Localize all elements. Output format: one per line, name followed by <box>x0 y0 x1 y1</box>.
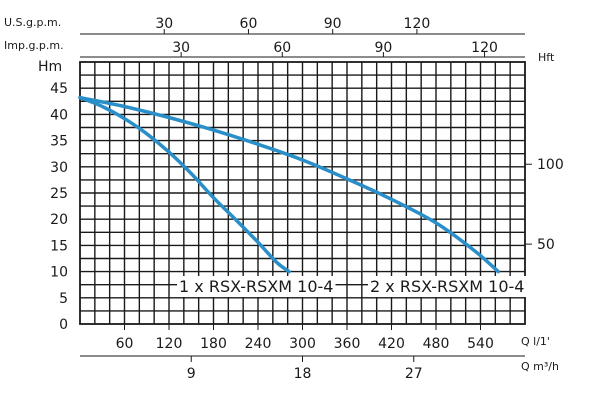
left-axis-label: Hm <box>38 59 62 75</box>
bottom-tick-label: 360 <box>334 336 361 352</box>
left-tick-label: 25 <box>50 186 68 202</box>
curve-label-background <box>368 276 527 297</box>
series-line-2 <box>78 95 501 274</box>
axes-layer: 0 5 10 15 20 25 30 35 40 45 60 120 180 240 300 360 420 48… <box>50 16 564 382</box>
left-tick-label: 40 <box>50 107 68 123</box>
bottom-primary-axis-label: Q l/1' <box>521 335 550 348</box>
secondary-tick-label: 9 <box>187 366 196 382</box>
left-tick-label: 5 <box>59 291 68 307</box>
left-tick-label: 0 <box>59 317 68 333</box>
top-imp-tick-label: 60 <box>273 40 291 56</box>
curve-label-background <box>177 276 336 297</box>
bottom-tick-label: 300 <box>289 336 316 352</box>
top-us-axis-label: U.S.g.p.m. <box>4 16 61 29</box>
left-tick-label: 15 <box>50 238 68 254</box>
series-label-1x: 1 x RSX-RSXM 10-4 <box>179 277 333 296</box>
secondary-tick-label: 27 <box>405 366 423 382</box>
series-label-2x: 2 x RSX-RSXM 10-4 <box>370 277 524 296</box>
bottom-secondary-axis-label: Q m³/h <box>521 360 559 373</box>
bottom-tick-label: 420 <box>378 336 405 352</box>
secondary-tick-label: 18 <box>294 366 312 382</box>
bottom-tick-label: 480 <box>423 336 450 352</box>
right-tick-label: 100 <box>537 157 564 173</box>
series-layer <box>78 95 501 274</box>
top-us-tick-label: 60 <box>240 16 258 32</box>
left-tick-label: 35 <box>50 134 68 150</box>
top-imp-axis-label: Imp.g.p.m. <box>4 39 64 52</box>
right-tick-label: 50 <box>537 237 555 253</box>
right-axis-label: Hft <box>538 51 555 64</box>
top-imp-tick-label: 120 <box>471 40 498 56</box>
bottom-tick-label: 60 <box>116 336 134 352</box>
left-tick-label: 45 <box>50 81 68 97</box>
bottom-tick-label: 240 <box>245 336 272 352</box>
left-tick-label: 20 <box>50 212 68 228</box>
top-imp-tick-label: 30 <box>172 40 190 56</box>
bottom-tick-label: 540 <box>467 336 494 352</box>
top-us-tick-label: 120 <box>404 16 431 32</box>
left-tick-label: 30 <box>50 160 68 176</box>
top-us-tick-label: 30 <box>155 16 173 32</box>
series-line-1 <box>78 95 291 274</box>
bottom-tick-label: 180 <box>200 336 227 352</box>
top-us-tick-label: 90 <box>324 16 342 32</box>
bottom-tick-label: 120 <box>156 336 183 352</box>
top-imp-tick-label: 90 <box>374 40 392 56</box>
left-tick-label: 10 <box>50 265 68 281</box>
